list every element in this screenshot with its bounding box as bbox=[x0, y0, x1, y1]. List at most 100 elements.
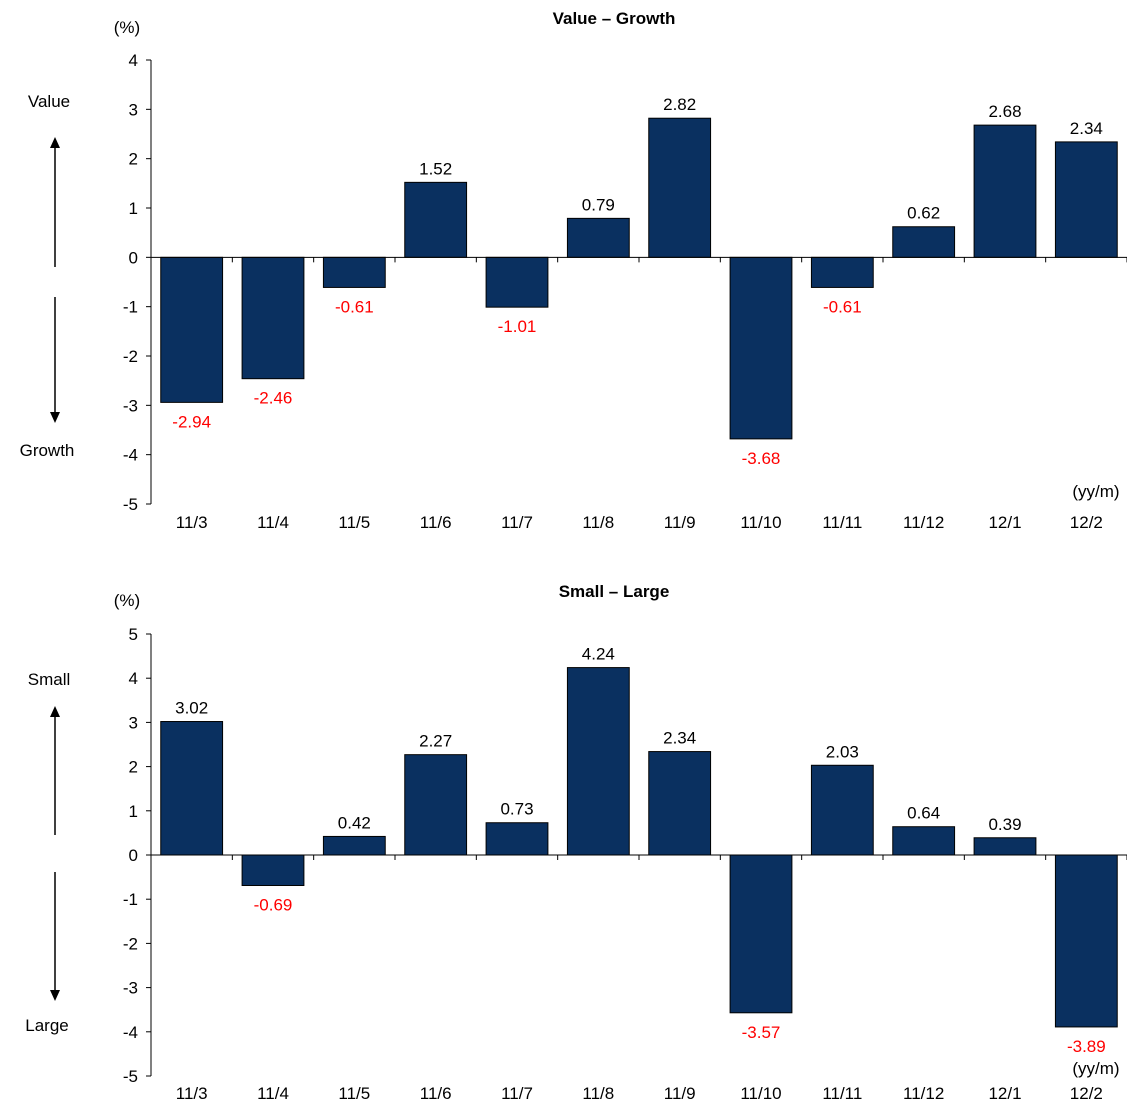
chart-1-bar bbox=[241, 256, 305, 380]
chart-2-data-label: 4.24 bbox=[582, 645, 615, 664]
chart-2-bar bbox=[404, 754, 468, 856]
chart-1-x-tick-label: 11/12 bbox=[903, 513, 944, 532]
chart-2-bar bbox=[566, 667, 630, 856]
chart-2-data-label: -3.57 bbox=[742, 1023, 781, 1042]
chart-1-title: Value – Growth bbox=[553, 9, 676, 28]
chart-2-bar bbox=[973, 837, 1037, 856]
chart-1-x-tick-label: 11/9 bbox=[664, 513, 696, 532]
chart-1-y-tick-label: 0 bbox=[129, 248, 138, 267]
chart-1-y-tick-label: -5 bbox=[123, 495, 138, 514]
chart-1-lower-side-label: Growth bbox=[20, 441, 75, 460]
chart-2-bar bbox=[1054, 854, 1118, 1028]
chart-1-x-tick-label: 11/6 bbox=[420, 513, 452, 532]
chart-2-y-tick-label: -1 bbox=[123, 890, 138, 909]
chart-1-data-label: -1.01 bbox=[498, 317, 537, 336]
chart-2-bar bbox=[241, 854, 305, 886]
chart-2-x-tick-label: 11/5 bbox=[338, 1084, 370, 1103]
chart-2-x-tick-label: 11/6 bbox=[420, 1084, 452, 1103]
chart-1-bar bbox=[648, 117, 712, 258]
chart-2-y-tick-label: -2 bbox=[123, 934, 138, 953]
chart-2-x-tick-label: 12/1 bbox=[988, 1084, 1021, 1103]
chart-1-bar bbox=[322, 256, 386, 288]
chart-1-x-unit-label: (yy/m) bbox=[1072, 482, 1119, 501]
chart-2-y-tick-label: 3 bbox=[129, 713, 138, 732]
chart-1-data-label: 2.82 bbox=[663, 95, 696, 114]
chart-1: Value – Growth (%) (yy/m) Value Growth 4 3 2 1 0 -… bbox=[20, 9, 1127, 532]
chart-2-x-tick-label: 11/4 bbox=[257, 1084, 289, 1103]
chart-2-data-label: 0.42 bbox=[338, 813, 371, 832]
chart-2-x-tick-label: 11/3 bbox=[176, 1084, 208, 1103]
chart-2-down-arrow-icon bbox=[50, 990, 60, 1001]
chart-2-title: Small – Large bbox=[559, 582, 670, 601]
chart-2-y-tick-label: 5 bbox=[129, 625, 138, 644]
chart-1-data-label: 0.79 bbox=[582, 195, 615, 214]
chart-2-data-label: 2.03 bbox=[826, 742, 859, 761]
chart-2-y-tick-label: 4 bbox=[129, 669, 138, 688]
chart-2-y-tick-label: 0 bbox=[129, 846, 138, 865]
chart-1-data-label: -0.61 bbox=[823, 297, 862, 316]
chart-2-x-tick-label: 11/12 bbox=[903, 1084, 944, 1103]
chart-2-upper-side-label: Small bbox=[28, 670, 71, 689]
chart-2-y-tick-label: 2 bbox=[129, 758, 138, 777]
chart-1-x-tick-label: 11/10 bbox=[740, 513, 781, 532]
chart-1-data-label: -2.46 bbox=[254, 389, 293, 408]
chart-1-upper-side-label: Value bbox=[28, 92, 70, 111]
chart-2-y-tick-label: -4 bbox=[123, 1023, 138, 1042]
chart-1-data-label: -0.61 bbox=[335, 297, 374, 316]
chart-1-x-tick-label: 11/3 bbox=[176, 513, 208, 532]
chart-1-up-arrow-icon bbox=[50, 137, 60, 148]
chart-2-y-tick-label: -5 bbox=[123, 1067, 138, 1086]
chart-2-data-label: 0.73 bbox=[500, 800, 533, 819]
chart-1-x-tick-label: 12/2 bbox=[1070, 513, 1103, 532]
chart-1-bar bbox=[973, 124, 1037, 258]
chart-2-data-label: 0.39 bbox=[988, 815, 1021, 834]
chart-1-x-tick-label: 11/8 bbox=[582, 513, 614, 532]
chart-2-lower-side-label: Large bbox=[25, 1016, 68, 1035]
chart-1-x-tick-label: 11/11 bbox=[822, 513, 862, 532]
chart-1-x-tick-label: 12/1 bbox=[988, 513, 1021, 532]
chart-1-y-tick-label: -3 bbox=[123, 396, 138, 415]
chart-1-y-tick-label: 2 bbox=[129, 150, 138, 169]
chart-2-data-label: 2.34 bbox=[663, 729, 696, 748]
chart-2-data-label: 2.27 bbox=[419, 732, 452, 751]
chart-1-down-arrow-icon bbox=[50, 412, 60, 423]
chart-2-up-arrow-icon bbox=[50, 706, 60, 717]
chart-2-x-tick-label: 11/9 bbox=[664, 1084, 696, 1103]
chart-1-data-label: 2.34 bbox=[1070, 119, 1103, 138]
chart-2-bar bbox=[892, 826, 956, 856]
chart-1-bar bbox=[1054, 141, 1118, 258]
chart-1-data-label: 1.52 bbox=[419, 159, 452, 178]
chart-2-x-unit-label: (yy/m) bbox=[1072, 1059, 1119, 1078]
chart-1-x-tick-label: 11/5 bbox=[338, 513, 370, 532]
chart-2-bar bbox=[322, 835, 386, 856]
chart-1-bar bbox=[404, 181, 468, 258]
chart-1-x-tick-label: 11/4 bbox=[257, 513, 289, 532]
chart-2-y-unit-label: (%) bbox=[114, 591, 140, 610]
chart-1-data-label: -3.68 bbox=[742, 449, 781, 468]
chart-2-bar bbox=[648, 751, 712, 856]
chart-2-y-tick-label: -3 bbox=[123, 979, 138, 998]
chart-2-data-label: 3.02 bbox=[175, 699, 208, 718]
chart-2-bar bbox=[729, 854, 793, 1014]
chart-1-data-label: 2.68 bbox=[988, 102, 1021, 121]
chart-1-y-unit-label: (%) bbox=[114, 18, 140, 37]
chart-2-data-label: 0.64 bbox=[907, 804, 940, 823]
chart-1-y-tick-label: -1 bbox=[123, 298, 138, 317]
chart-1-y-tick-label: -4 bbox=[123, 446, 138, 465]
chart-1-bar bbox=[566, 217, 630, 258]
chart-2-bar bbox=[810, 764, 874, 856]
chart-2-bar bbox=[160, 721, 224, 856]
chart-1-bar bbox=[892, 226, 956, 258]
chart-2: Small – Large (%) (yy/m) Small Large 5 4 3 2 1 0 -1… bbox=[25, 582, 1127, 1103]
chart-1-data-label: -2.94 bbox=[172, 412, 211, 431]
chart-1-data-label: 0.62 bbox=[907, 204, 940, 223]
chart-2-x-tick-label: 11/11 bbox=[822, 1084, 862, 1103]
chart-1-y-tick-label: 4 bbox=[129, 51, 138, 70]
chart-2-x-tick-label: 11/10 bbox=[740, 1084, 781, 1103]
chart-2-y-tick-label: 1 bbox=[129, 802, 138, 821]
chart-1-bar bbox=[485, 256, 549, 308]
chart-1-x-tick-label: 11/7 bbox=[501, 513, 533, 532]
chart-2-x-tick-label: 11/7 bbox=[501, 1084, 533, 1103]
